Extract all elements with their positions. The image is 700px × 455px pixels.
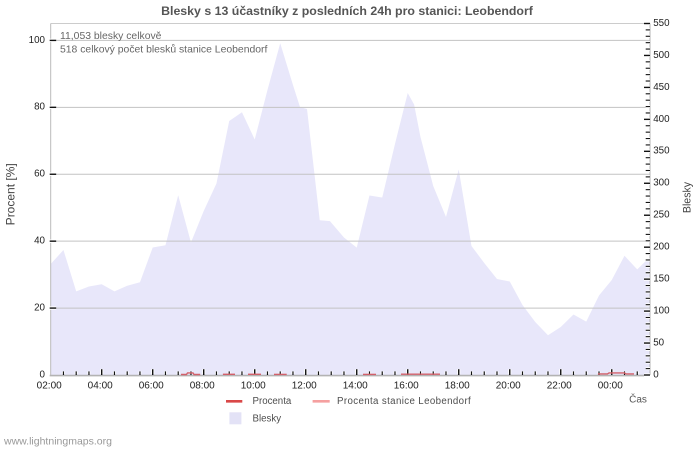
svg-text:14:00: 14:00	[343, 381, 368, 392]
svg-text:20: 20	[34, 302, 45, 313]
svg-text:Procenta: Procenta	[253, 396, 292, 407]
svg-text:50: 50	[653, 337, 664, 348]
svg-text:450: 450	[653, 82, 670, 93]
svg-text:20:00: 20:00	[496, 381, 521, 392]
svg-text:04:00: 04:00	[88, 381, 113, 392]
svg-text:250: 250	[653, 210, 670, 221]
svg-text:550: 550	[653, 18, 670, 29]
svg-text:0: 0	[40, 369, 46, 380]
svg-text:518 celkový počet blesků stani: 518 celkový počet blesků stanice Leobend…	[60, 43, 267, 55]
svg-text:40: 40	[34, 236, 45, 247]
svg-text:22:00: 22:00	[547, 381, 572, 392]
svg-text:300: 300	[653, 178, 670, 189]
svg-text:16:00: 16:00	[394, 381, 419, 392]
svg-text:350: 350	[653, 146, 670, 157]
svg-text:10:00: 10:00	[241, 381, 266, 392]
svg-text:500: 500	[653, 50, 670, 61]
svg-text:Blesky s 13 účastníky z posled: Blesky s 13 účastníky z posledních 24h p…	[161, 4, 534, 18]
svg-text:12:00: 12:00	[292, 381, 317, 392]
svg-text:00:00: 00:00	[598, 381, 623, 392]
svg-text:60: 60	[34, 169, 45, 180]
svg-text:200: 200	[653, 242, 670, 253]
svg-text:18:00: 18:00	[445, 381, 470, 392]
svg-text:11,053 blesky celkově: 11,053 blesky celkově	[60, 31, 162, 42]
svg-text:0: 0	[653, 369, 659, 380]
svg-text:80: 80	[34, 102, 45, 113]
svg-text:100: 100	[653, 305, 670, 316]
svg-text:Procenta stanice Leobendorf: Procenta stanice Leobendorf	[337, 396, 471, 407]
svg-text:Blesky: Blesky	[253, 414, 282, 425]
svg-text:www.lightningmaps.org: www.lightningmaps.org	[3, 436, 112, 448]
svg-text:06:00: 06:00	[139, 381, 164, 392]
svg-text:Procent [%]: Procent [%]	[4, 163, 18, 225]
svg-text:400: 400	[653, 114, 670, 125]
svg-text:02:00: 02:00	[37, 381, 62, 392]
svg-text:150: 150	[653, 274, 670, 285]
svg-text:08:00: 08:00	[190, 381, 215, 392]
svg-text:100: 100	[29, 35, 46, 46]
svg-text:Blesky: Blesky	[682, 181, 694, 213]
svg-text:Čas: Čas	[629, 392, 647, 405]
